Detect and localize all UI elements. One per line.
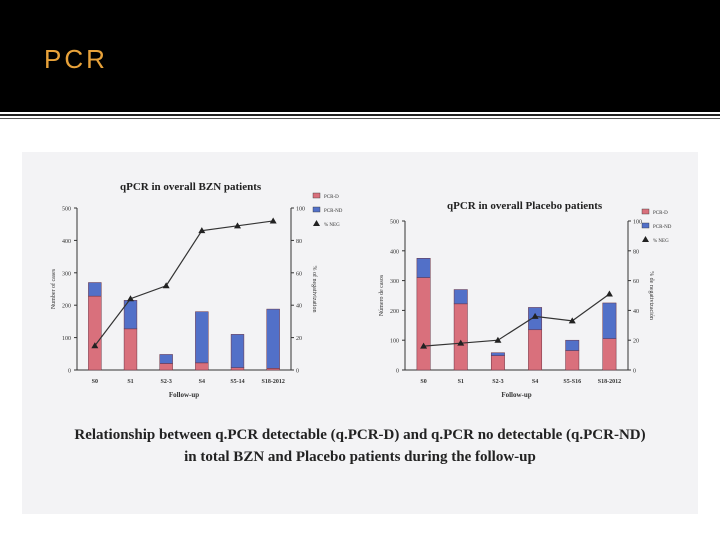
chart1-x-tick-label: S0 (92, 379, 98, 385)
chart1-y-tick-label: 200 (62, 304, 71, 310)
chart2-bar-pcr-nd (416, 258, 431, 278)
chart2-legend-marker (642, 236, 649, 242)
chart2-line-point (494, 336, 502, 343)
chart1-bar-pcr-nd (195, 311, 209, 364)
chart1-x-tick-label: S4 (199, 379, 205, 385)
chart1-y2-axis-label: % of negativization (311, 266, 318, 313)
chart2-line-point (420, 342, 428, 349)
chart1-bar-pcr-d (195, 362, 209, 371)
chart1-bar-pcr-nd (266, 308, 280, 369)
chart2-y-tick-label: 500 (390, 220, 399, 226)
chart1-bar-pcr-d (230, 367, 245, 371)
chart1-x-tick-label: S1 (127, 379, 133, 385)
chart1-line-point (269, 217, 277, 224)
chart1-y-tick-label: 100 (62, 336, 71, 342)
chart2-x-tick-label: S5-S16 (563, 379, 581, 385)
chart1-bar-pcr-d (159, 363, 173, 371)
chart2-y2-tick-label: 60 (633, 279, 639, 285)
chart2-bar-pcr-d (490, 355, 505, 371)
chart1-x-tick-label: S18-2012 (261, 379, 284, 385)
chart2-line-point (457, 339, 465, 346)
chart2-x-axis-label: Follow-up (501, 391, 531, 399)
chart1-legend-swatch (312, 192, 321, 199)
chart2-legend-label: PCR-D (653, 211, 668, 216)
chart1-bar-pcr-d (123, 328, 138, 371)
chart1-legend-marker (313, 220, 320, 226)
chart2-x-tick-label: S18-2012 (598, 379, 621, 385)
chart1-title: qPCR in overall BZN patients (120, 181, 262, 193)
chart1-legend-label: PCR-D (324, 195, 339, 200)
chart2-bar-pcr-d (453, 303, 468, 371)
chart1-x-axis-label: Follow-up (169, 391, 199, 399)
chart1-bar-pcr-nd (88, 282, 102, 297)
chart2-line-point (568, 317, 576, 324)
chart1-y2-tick-label: 80 (296, 239, 302, 245)
chart2-bar-pcr-nd (490, 352, 505, 356)
chart1-bar-pcr-nd (159, 354, 173, 364)
chart1-line-point (127, 295, 134, 302)
chart1-y-tick-label: 400 (62, 239, 71, 245)
chart1-y-axis-label: Number of cases (50, 268, 57, 309)
chart2-y-axis-label: Número de casos (379, 274, 385, 316)
chart2-line-point (605, 290, 613, 297)
divider (0, 118, 720, 119)
caption-line-1: Relationship between q.PCR detectable (q… (74, 427, 646, 443)
chart2-y2-tick-label: 0 (633, 369, 636, 375)
chart2-legend-swatch (641, 208, 650, 215)
chart2-y-tick-label: 400 (390, 249, 399, 255)
chart2-title: qPCR in overall Placebo patients (447, 200, 603, 212)
chart2-bar-pcr-d (416, 277, 431, 371)
chart2-bar-pcr-nd (602, 302, 617, 339)
chart2-bar-pcr-nd (565, 339, 580, 351)
chart1-y-tick-label: 500 (62, 207, 71, 213)
chart2-y2-tick-label: 80 (633, 249, 639, 255)
chart1-x-tick-label: S5-14 (230, 379, 244, 385)
chart1-legend-label: % NEG (324, 223, 340, 228)
chart1-line-point (198, 227, 206, 234)
chart2-bar-pcr-d (528, 329, 543, 371)
caption-line-2: in total BZN and Placebo patients during… (184, 449, 536, 465)
chart1-legend-swatch (312, 206, 321, 213)
chart2-legend-swatch (641, 222, 650, 229)
chart2-y-tick-label: 300 (390, 279, 399, 285)
chart2-bar-pcr-d (602, 338, 617, 371)
chart2-legend-label: % NEG (653, 239, 669, 244)
chart1-y2-tick-label: 20 (296, 336, 302, 342)
chart2-line-point (531, 312, 539, 319)
chart1-line-point (91, 342, 99, 349)
chart1-y2-tick-label: 40 (296, 304, 302, 310)
chart2-x-tick-label: S0 (420, 379, 426, 385)
chart2-x-tick-label: S4 (532, 379, 538, 385)
chart1-line-series (94, 220, 274, 347)
chart1-y2-tick-label: 0 (296, 369, 299, 375)
chart1-bar-pcr-d (88, 295, 102, 371)
slide-header: PCR (0, 0, 720, 112)
chart1-x-tick-label: S2-3 (160, 379, 171, 385)
chart2-bar-pcr-d (565, 350, 580, 371)
chart1-y-tick-label: 0 (68, 369, 71, 375)
chart1-line-point (162, 282, 170, 289)
chart2-y2-tick-label: 40 (633, 309, 639, 315)
chart1-y2-tick-label: 60 (296, 271, 302, 277)
chart2-y2-tick-label: 20 (633, 339, 639, 345)
chart1-bar-pcr-nd (230, 334, 245, 368)
slide-title: PCR (44, 44, 108, 74)
chart2-y-tick-label: 0 (396, 369, 399, 375)
chart1-line-point (234, 222, 241, 229)
chart2-x-tick-label: S2-3 (492, 379, 503, 385)
chart1-legend-label: PCR-ND (324, 209, 343, 214)
chart1-y2-tick-label: 100 (296, 207, 305, 213)
chart1-y-tick-label: 300 (62, 271, 71, 277)
chart2-y2-axis-label: % de negativización (648, 271, 654, 320)
chart2-y-tick-label: 100 (390, 339, 399, 345)
chart2-legend-label: PCR-ND (653, 225, 672, 230)
chart2-y-tick-label: 200 (390, 309, 399, 315)
chart2-bar-pcr-nd (453, 289, 468, 305)
chart2-y2-tick-label: 100 (633, 220, 642, 226)
chart2-x-tick-label: S1 (458, 379, 464, 385)
divider (0, 114, 720, 116)
chart2-line-series (423, 293, 610, 347)
